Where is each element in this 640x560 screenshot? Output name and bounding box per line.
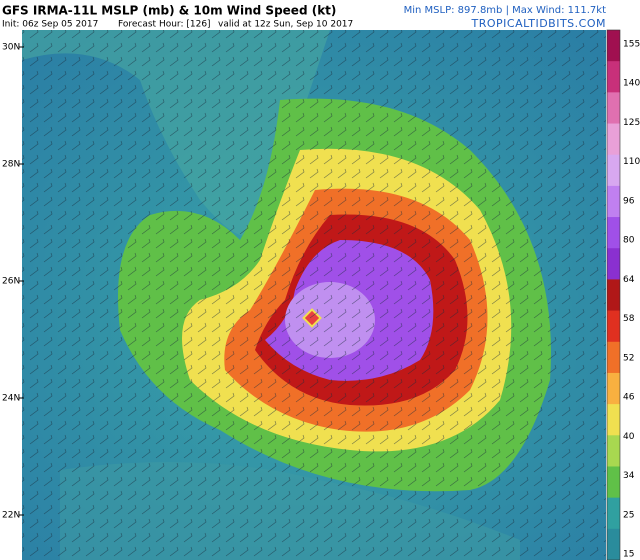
colorbar-label: 155 [623, 40, 640, 50]
map: 30N 28N 26N 24N 22N [2, 30, 606, 560]
latitude-labels: 30N 28N 26N 24N 22N [2, 43, 24, 521]
colorbar-label: 58 [623, 314, 635, 324]
colorbar-label: 25 [623, 510, 634, 520]
site: TROPICALTIDBITS.COM [471, 17, 606, 30]
colorbar-label: 125 [623, 118, 640, 128]
colorbar-label: 15 [623, 550, 634, 560]
colorbar-segment [607, 466, 620, 499]
colorbar-segment [607, 528, 620, 560]
stats: Min MSLP: 897.8mb | Max Wind: 111.7kt [404, 5, 606, 16]
colorbar-segment [607, 341, 620, 374]
wind-barbs [22, 30, 606, 560]
colorbar-label: 96 [623, 196, 635, 206]
colorbar-label: 34 [623, 471, 635, 481]
colorbar-segment [607, 248, 620, 280]
colorbar-segment [607, 497, 620, 530]
colorbar-label: 110 [623, 157, 640, 167]
colorbar-label: 46 [623, 393, 635, 403]
latitude-label: 30N [2, 43, 20, 53]
latitude-label: 24N [2, 394, 20, 404]
colorbar-segment [607, 154, 620, 187]
colorbar-segment [607, 435, 620, 467]
colorbar-frame [606, 29, 621, 560]
colorbar-segment [607, 61, 620, 93]
colorbar-label: 40 [623, 432, 635, 442]
latitude-label: 22N [2, 511, 20, 521]
latitude-label: 26N [2, 277, 20, 287]
colorbar-segment [607, 310, 620, 343]
colorbar-label: 64 [623, 275, 635, 285]
colorbar-segment [607, 372, 620, 405]
colorbar-label: 80 [623, 236, 635, 246]
colorbar-segment [607, 279, 620, 312]
title: GFS IRMA-11L MSLP (mb) & 10m Wind Speed … [2, 4, 336, 18]
colorbar-label: 140 [623, 79, 640, 89]
colorbar: 155 140 125 110 96 80 64 58 52 46 40 34 25 15 [606, 29, 640, 560]
init: Init: 06z Sep 05 2017 [2, 20, 98, 30]
colorbar-segment [607, 92, 620, 125]
latitude-label: 28N [2, 160, 20, 170]
forecast-hour: Forecast Hour: [126] [118, 20, 211, 30]
colorbar-segment [607, 30, 620, 62]
colorbar-segment [607, 123, 620, 156]
colorbar-segment [607, 217, 620, 249]
colorbar-segment [607, 404, 620, 436]
colorbar-segment [607, 185, 620, 218]
valid-time: valid at 12z Sun, Sep 10 2017 [218, 20, 353, 30]
colorbar-label: 52 [623, 353, 634, 363]
